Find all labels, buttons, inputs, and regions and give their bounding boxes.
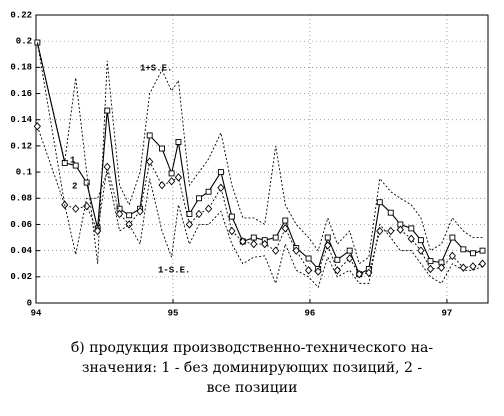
y-tick-label: 0.14 bbox=[10, 115, 32, 125]
marker bbox=[387, 209, 394, 216]
marker bbox=[479, 247, 486, 254]
marker bbox=[396, 225, 404, 234]
marker bbox=[282, 217, 289, 224]
caption: значения: 1 - без доминирующих позиций, … bbox=[82, 360, 423, 376]
marker bbox=[281, 224, 289, 233]
marker bbox=[158, 180, 166, 190]
marker bbox=[103, 162, 111, 172]
marker bbox=[228, 226, 236, 236]
marker bbox=[314, 267, 322, 276]
marker bbox=[175, 139, 182, 145]
marker bbox=[408, 225, 415, 232]
marker bbox=[186, 211, 193, 217]
y-tick-label: 0.02 bbox=[10, 272, 32, 282]
marker bbox=[304, 266, 313, 275]
marker bbox=[426, 264, 435, 274]
x-tick-label: 94 bbox=[31, 308, 42, 318]
x-tick-label: 96 bbox=[305, 308, 316, 318]
marker bbox=[185, 220, 193, 229]
marker bbox=[324, 234, 331, 241]
marker bbox=[346, 247, 353, 254]
series-line bbox=[36, 42, 483, 289]
marker bbox=[346, 254, 354, 263]
marker bbox=[478, 259, 487, 268]
marker bbox=[272, 246, 280, 255]
marker bbox=[333, 266, 341, 275]
marker bbox=[459, 263, 467, 272]
marker bbox=[125, 220, 133, 229]
y-tick-label: 0.04 bbox=[10, 246, 32, 256]
series-label: 1 bbox=[70, 155, 76, 165]
marker bbox=[146, 132, 153, 139]
caption: все позиции bbox=[207, 380, 298, 396]
marker bbox=[205, 188, 212, 195]
marker bbox=[437, 263, 446, 272]
marker bbox=[324, 241, 332, 250]
marker bbox=[272, 234, 279, 241]
y-tick-label: 0.08 bbox=[10, 194, 32, 204]
marker bbox=[228, 213, 235, 220]
series-label: 2 bbox=[72, 181, 77, 191]
marker bbox=[376, 199, 383, 206]
marker bbox=[168, 170, 175, 177]
marker bbox=[204, 204, 213, 213]
marker bbox=[417, 237, 424, 244]
marker bbox=[334, 256, 341, 263]
marker bbox=[261, 239, 269, 249]
marker bbox=[448, 251, 456, 261]
marker bbox=[115, 209, 124, 219]
marker bbox=[33, 122, 41, 131]
marker bbox=[387, 226, 395, 236]
marker bbox=[83, 179, 90, 186]
marker bbox=[159, 145, 165, 152]
y-tick-label: 0.12 bbox=[10, 141, 32, 151]
x-tick-label: 97 bbox=[442, 308, 453, 318]
marker bbox=[417, 246, 425, 255]
marker bbox=[292, 246, 300, 255]
marker bbox=[355, 270, 363, 279]
marker bbox=[469, 250, 476, 257]
y-tick-label: 0 bbox=[27, 298, 32, 308]
y-tick-label: 0.1 bbox=[16, 167, 33, 177]
series-line bbox=[36, 42, 483, 265]
marker bbox=[196, 195, 202, 202]
marker bbox=[305, 255, 312, 262]
marker bbox=[407, 234, 415, 244]
y-tick-label: 0.16 bbox=[10, 89, 32, 99]
marker bbox=[83, 201, 91, 211]
marker bbox=[72, 162, 79, 169]
plot-frame bbox=[35, 14, 489, 304]
marker bbox=[469, 262, 477, 271]
y-tick-label: 0.2 bbox=[16, 37, 32, 47]
y-tick-label: 0.18 bbox=[10, 63, 32, 73]
marker bbox=[427, 258, 434, 265]
marker bbox=[250, 239, 258, 249]
x-tick-label: 95 bbox=[168, 308, 179, 318]
marker bbox=[72, 204, 80, 213]
y-tick-label: 0.22 bbox=[10, 10, 32, 20]
caption: б) продукция производственно-техническог… bbox=[71, 340, 434, 356]
marker bbox=[217, 169, 224, 176]
marker bbox=[217, 183, 225, 192]
series-label: 1+S.E. bbox=[140, 63, 172, 73]
marker bbox=[136, 207, 144, 216]
marker bbox=[146, 157, 154, 166]
marker bbox=[460, 246, 467, 253]
marker bbox=[449, 234, 456, 241]
marker bbox=[239, 237, 247, 246]
marker bbox=[126, 212, 133, 219]
marker bbox=[104, 107, 111, 114]
marker bbox=[250, 234, 257, 241]
series-label: 1-S.E. bbox=[158, 265, 190, 275]
marker bbox=[195, 209, 203, 219]
marker bbox=[168, 177, 176, 186]
y-tick-label: 0.06 bbox=[10, 220, 32, 230]
marker bbox=[174, 173, 183, 182]
